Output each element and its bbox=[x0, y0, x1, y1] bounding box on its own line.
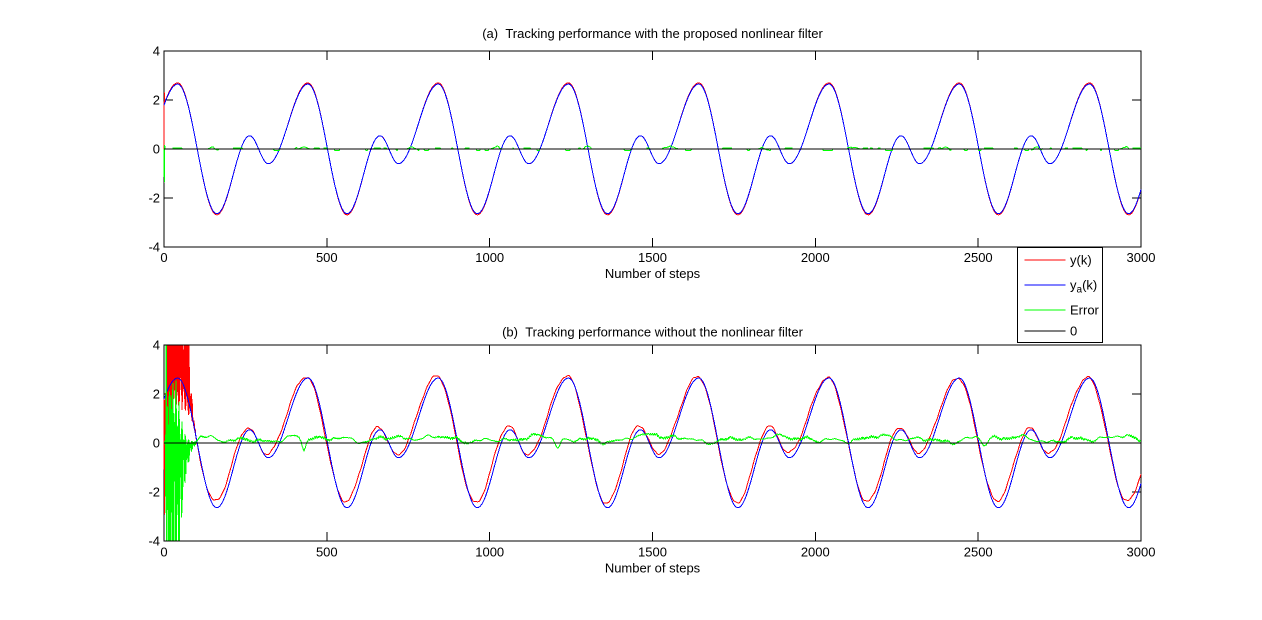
svg-text:Error: Error bbox=[1070, 303, 1100, 318]
svg-text:(b) Tracking performance with: (b) Tracking performance without the non… bbox=[502, 325, 803, 340]
svg-text:2500: 2500 bbox=[964, 545, 993, 560]
svg-text:Number of steps: Number of steps bbox=[605, 561, 701, 576]
svg-text:4: 4 bbox=[153, 44, 160, 59]
svg-text:Number of steps: Number of steps bbox=[605, 266, 701, 281]
svg-text:500: 500 bbox=[316, 545, 338, 560]
svg-text:1500: 1500 bbox=[638, 250, 667, 265]
svg-text:2000: 2000 bbox=[801, 250, 830, 265]
svg-text:-2: -2 bbox=[148, 485, 160, 500]
svg-text:0: 0 bbox=[160, 250, 167, 265]
svg-text:3000: 3000 bbox=[1127, 545, 1156, 560]
svg-text:0: 0 bbox=[153, 142, 160, 157]
svg-text:-4: -4 bbox=[148, 240, 160, 255]
svg-text:(a) Tracking performance with: (a) Tracking performance with the propos… bbox=[482, 26, 823, 41]
svg-text:y(k): y(k) bbox=[1070, 253, 1092, 268]
svg-text:4: 4 bbox=[153, 338, 160, 353]
svg-text:2: 2 bbox=[153, 93, 160, 108]
svg-text:2500: 2500 bbox=[964, 250, 993, 265]
svg-text:2000: 2000 bbox=[801, 545, 830, 560]
svg-text:-2: -2 bbox=[148, 191, 160, 206]
svg-text:1000: 1000 bbox=[475, 545, 504, 560]
svg-text:0: 0 bbox=[160, 545, 167, 560]
svg-text:0: 0 bbox=[153, 436, 160, 451]
svg-text:500: 500 bbox=[316, 250, 338, 265]
svg-text:3000: 3000 bbox=[1127, 250, 1156, 265]
svg-text:2: 2 bbox=[153, 387, 160, 402]
svg-text:1500: 1500 bbox=[638, 545, 667, 560]
svg-text:-4: -4 bbox=[148, 534, 160, 549]
svg-text:1000: 1000 bbox=[475, 250, 504, 265]
svg-text:0: 0 bbox=[1070, 324, 1077, 339]
